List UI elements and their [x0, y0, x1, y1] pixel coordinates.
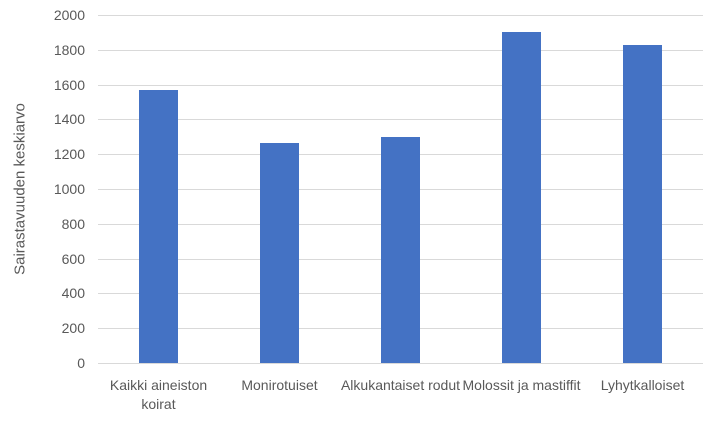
category-label: Kaikki aineiston koirat — [109, 377, 208, 412]
gridline — [98, 49, 703, 51]
category-label: Lyhytkalloiset — [600, 377, 685, 393]
y-tick-label: 800 — [61, 215, 85, 232]
x-axis-labels: Kaikki aineiston koirat Monirotuiset Alkuk… — [98, 366, 703, 414]
y-tick-label: 1200 — [53, 146, 85, 163]
gridline — [98, 119, 703, 121]
gridline — [98, 15, 703, 16]
category-label: Molossit ja mastiffit — [462, 377, 581, 393]
bar — [381, 136, 420, 363]
plot-area — [98, 15, 703, 364]
y-tick-label: 1400 — [53, 111, 85, 128]
bar — [502, 32, 541, 363]
bar — [260, 142, 299, 363]
y-tick-label: 2000 — [53, 7, 85, 23]
y-tick-label: 1800 — [53, 41, 85, 58]
category-label: Monirotuiset — [241, 377, 318, 393]
y-tick-label: 0 — [77, 355, 85, 371]
category-label: Alkukantaiset rodut — [340, 377, 461, 393]
gridline — [98, 84, 703, 86]
y-tick-label: 1000 — [53, 181, 85, 197]
y-tick-label: 400 — [61, 285, 85, 302]
bar — [623, 44, 662, 363]
y-tick-label: 1600 — [53, 76, 85, 93]
bar — [139, 89, 178, 363]
y-tick-label: 600 — [61, 250, 85, 267]
y-tick-label: 200 — [61, 320, 85, 337]
